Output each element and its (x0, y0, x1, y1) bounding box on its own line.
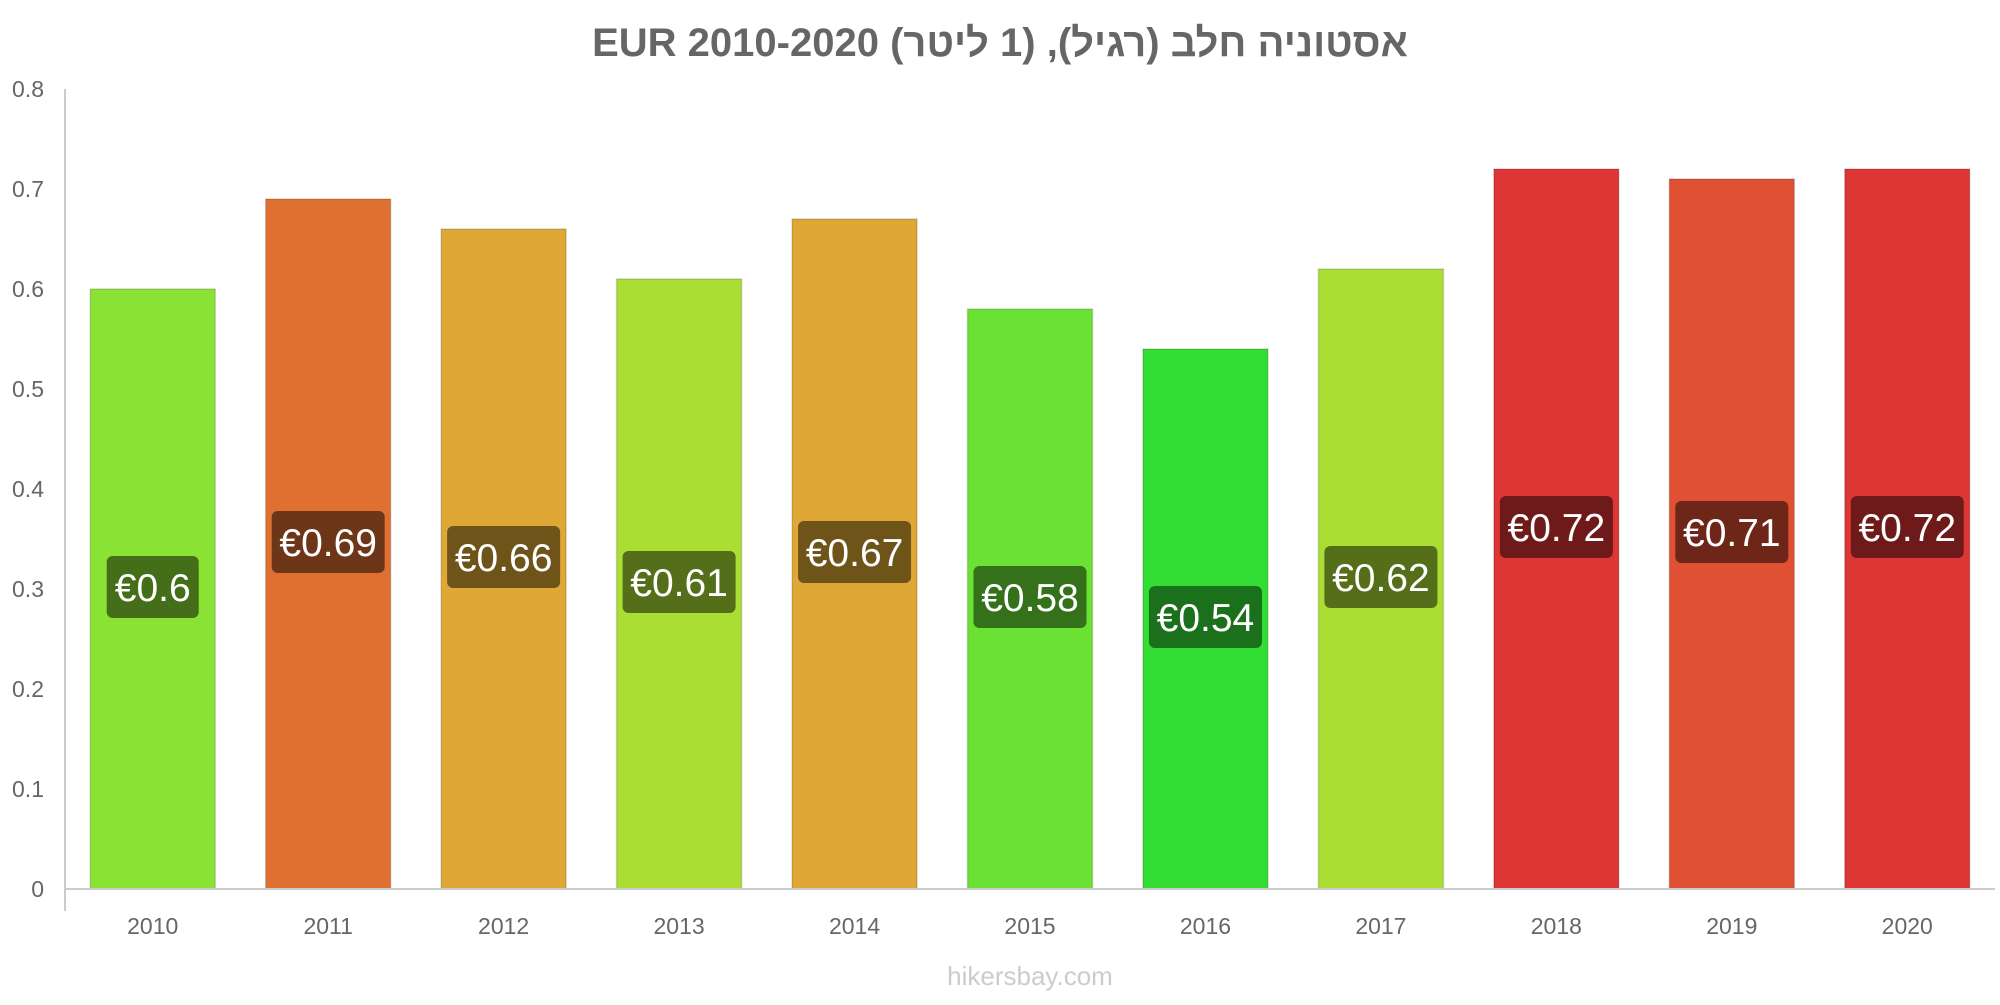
data-label: €0.71 (1683, 512, 1781, 555)
data-label: €0.58 (981, 577, 1079, 620)
y-axis: 0 0.1 0.2 0.3 0.4 0.5 0.6 0.7 0.8 (12, 76, 66, 911)
y-tick-label: 0.1 (12, 776, 44, 802)
data-label-box (1850, 496, 1964, 558)
y-tick-label: 0.3 (12, 576, 44, 602)
watermark: hikersbay.com (947, 961, 1113, 991)
y-tick-label: 0.2 (12, 676, 44, 702)
data-label-box (973, 566, 1087, 628)
data-label: €0.69 (279, 522, 377, 565)
x-tick-label: 2013 (654, 913, 705, 939)
data-label: €0.6 (115, 567, 191, 610)
y-tick-label: 0.8 (12, 76, 44, 102)
data-label-box (798, 521, 912, 583)
data-labels: €0.6 €0.69 €0.66 €0.61 €0.67 €0.58 €0.54 €0.62 €… (106, 496, 1964, 648)
data-label-box (106, 556, 199, 618)
x-tick-label: 2020 (1882, 913, 1933, 939)
y-tick-label: 0 (31, 876, 44, 902)
y-tick-label: 0.5 (12, 376, 44, 402)
x-tick-label: 2017 (1355, 913, 1406, 939)
x-tick-label: 2014 (829, 913, 880, 939)
x-tick-label: 2018 (1531, 913, 1582, 939)
data-label-box (1324, 546, 1438, 608)
data-label: €0.72 (1858, 507, 1956, 550)
data-label-box (622, 551, 736, 613)
data-label: €0.66 (455, 537, 553, 580)
y-tick-label: 0.6 (12, 276, 44, 302)
data-label: €0.61 (630, 562, 728, 605)
data-label-box (447, 526, 561, 588)
chart-title: אסטוניה חלב (רגיל), (1 ליטר) EUR 2010-20… (592, 21, 1408, 65)
x-axis: 2010 2011 2012 2013 2014 2015 2016 2017 2018 2019… (65, 888, 1995, 939)
y-tick-label: 0.7 (12, 176, 44, 202)
data-label: €0.54 (1157, 597, 1255, 640)
data-label-box (271, 511, 385, 573)
data-label: €0.62 (1332, 557, 1430, 600)
x-tick-label: 2012 (478, 913, 529, 939)
data-label-box (1499, 496, 1613, 558)
x-tick-label: 2016 (1180, 913, 1231, 939)
x-tick-label: 2015 (1004, 913, 1055, 939)
x-tick-label: 2019 (1706, 913, 1757, 939)
x-tick-label: 2010 (127, 913, 178, 939)
data-label: €0.72 (1508, 507, 1606, 550)
y-tick-label: 0.4 (12, 476, 44, 502)
x-tick-label: 2011 (303, 913, 352, 939)
data-label-box (1148, 586, 1262, 648)
data-label-box (1675, 501, 1789, 563)
data-label: €0.67 (806, 532, 904, 575)
